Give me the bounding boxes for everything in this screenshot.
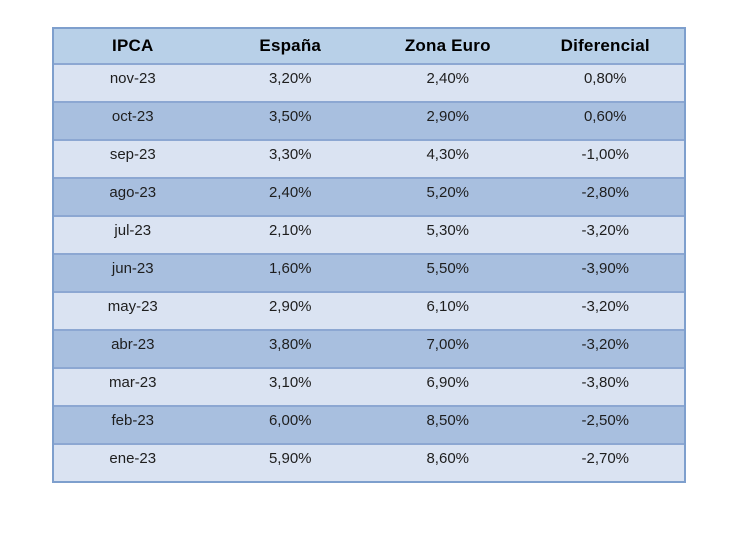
table-row: oct-23 3,50% 2,90% 0,60% <box>54 101 684 139</box>
cell-month: mar-23 <box>108 374 157 391</box>
table-body: nov-23 3,20% 2,40% 0,80% oct-23 3,50% 2,… <box>54 63 684 481</box>
cell-month: abr-23 <box>111 336 155 353</box>
cell-month: may-23 <box>107 298 158 315</box>
cell-diferencial: -3,20% <box>581 298 630 315</box>
cell-diferencial: -2,50% <box>581 412 630 429</box>
header-cell-diferencial: Diferencial <box>560 36 650 55</box>
header-cell-ipca: IPCA <box>112 36 154 55</box>
cell-espana: 3,30% <box>268 146 312 163</box>
cell-zona-euro: 5,50% <box>426 260 470 277</box>
cell-espana: 2,40% <box>268 184 312 201</box>
table-header-row: IPCA España Zona Euro Diferencial <box>54 29 684 63</box>
cell-month: feb-23 <box>111 412 155 429</box>
cell-espana: 3,80% <box>268 336 312 353</box>
cell-month: sep-23 <box>109 146 156 163</box>
cell-zona-euro: 5,20% <box>426 184 470 201</box>
cell-espana: 3,10% <box>268 374 312 391</box>
cell-diferencial: -2,80% <box>581 184 630 201</box>
cell-diferencial: -3,80% <box>581 374 630 391</box>
cell-espana: 2,90% <box>268 298 312 315</box>
cell-month: jul-23 <box>114 222 152 239</box>
header-cell-espana: España <box>259 36 322 55</box>
cell-zona-euro: 4,30% <box>426 146 470 163</box>
cell-espana: 2,10% <box>268 222 312 239</box>
cell-espana: 3,20% <box>268 70 312 87</box>
header-cell-zona-euro: Zona Euro <box>404 36 491 55</box>
cell-espana: 5,90% <box>268 450 312 467</box>
cell-espana: 3,50% <box>268 108 312 125</box>
cell-zona-euro: 2,40% <box>426 70 470 87</box>
cell-month: jun-23 <box>111 260 154 277</box>
table-row: ago-23 2,40% 5,20% -2,80% <box>54 177 684 215</box>
cell-diferencial: -3,90% <box>581 260 630 277</box>
cell-diferencial: -2,70% <box>581 450 630 467</box>
cell-diferencial: 0,60% <box>583 108 627 125</box>
cell-diferencial: -1,00% <box>581 146 630 163</box>
ipca-table: IPCA España Zona Euro Diferencial nov-23… <box>52 27 686 483</box>
table-row: abr-23 3,80% 7,00% -3,20% <box>54 329 684 367</box>
cell-month: ene-23 <box>109 450 157 467</box>
cell-diferencial: -3,20% <box>581 336 630 353</box>
cell-diferencial: 0,80% <box>583 70 627 87</box>
cell-month: oct-23 <box>111 108 154 125</box>
cell-zona-euro: 6,90% <box>426 374 470 391</box>
cell-zona-euro: 7,00% <box>426 336 470 353</box>
table-row: ene-23 5,90% 8,60% -2,70% <box>54 443 684 481</box>
cell-diferencial: -3,20% <box>581 222 630 239</box>
cell-zona-euro: 8,60% <box>426 450 470 467</box>
table-row: may-23 2,90% 6,10% -3,20% <box>54 291 684 329</box>
cell-espana: 6,00% <box>268 412 312 429</box>
cell-zona-euro: 2,90% <box>426 108 470 125</box>
cell-zona-euro: 5,30% <box>426 222 470 239</box>
cell-espana: 1,60% <box>268 260 312 277</box>
table-row: mar-23 3,10% 6,90% -3,80% <box>54 367 684 405</box>
table-row: feb-23 6,00% 8,50% -2,50% <box>54 405 684 443</box>
cell-zona-euro: 6,10% <box>426 298 470 315</box>
table-row: jul-23 2,10% 5,30% -3,20% <box>54 215 684 253</box>
cell-month: nov-23 <box>109 70 156 87</box>
table-row: jun-23 1,60% 5,50% -3,90% <box>54 253 684 291</box>
table-row: sep-23 3,30% 4,30% -1,00% <box>54 139 684 177</box>
cell-month: ago-23 <box>109 184 157 201</box>
table-row: nov-23 3,20% 2,40% 0,80% <box>54 63 684 101</box>
cell-zona-euro: 8,50% <box>426 412 470 429</box>
